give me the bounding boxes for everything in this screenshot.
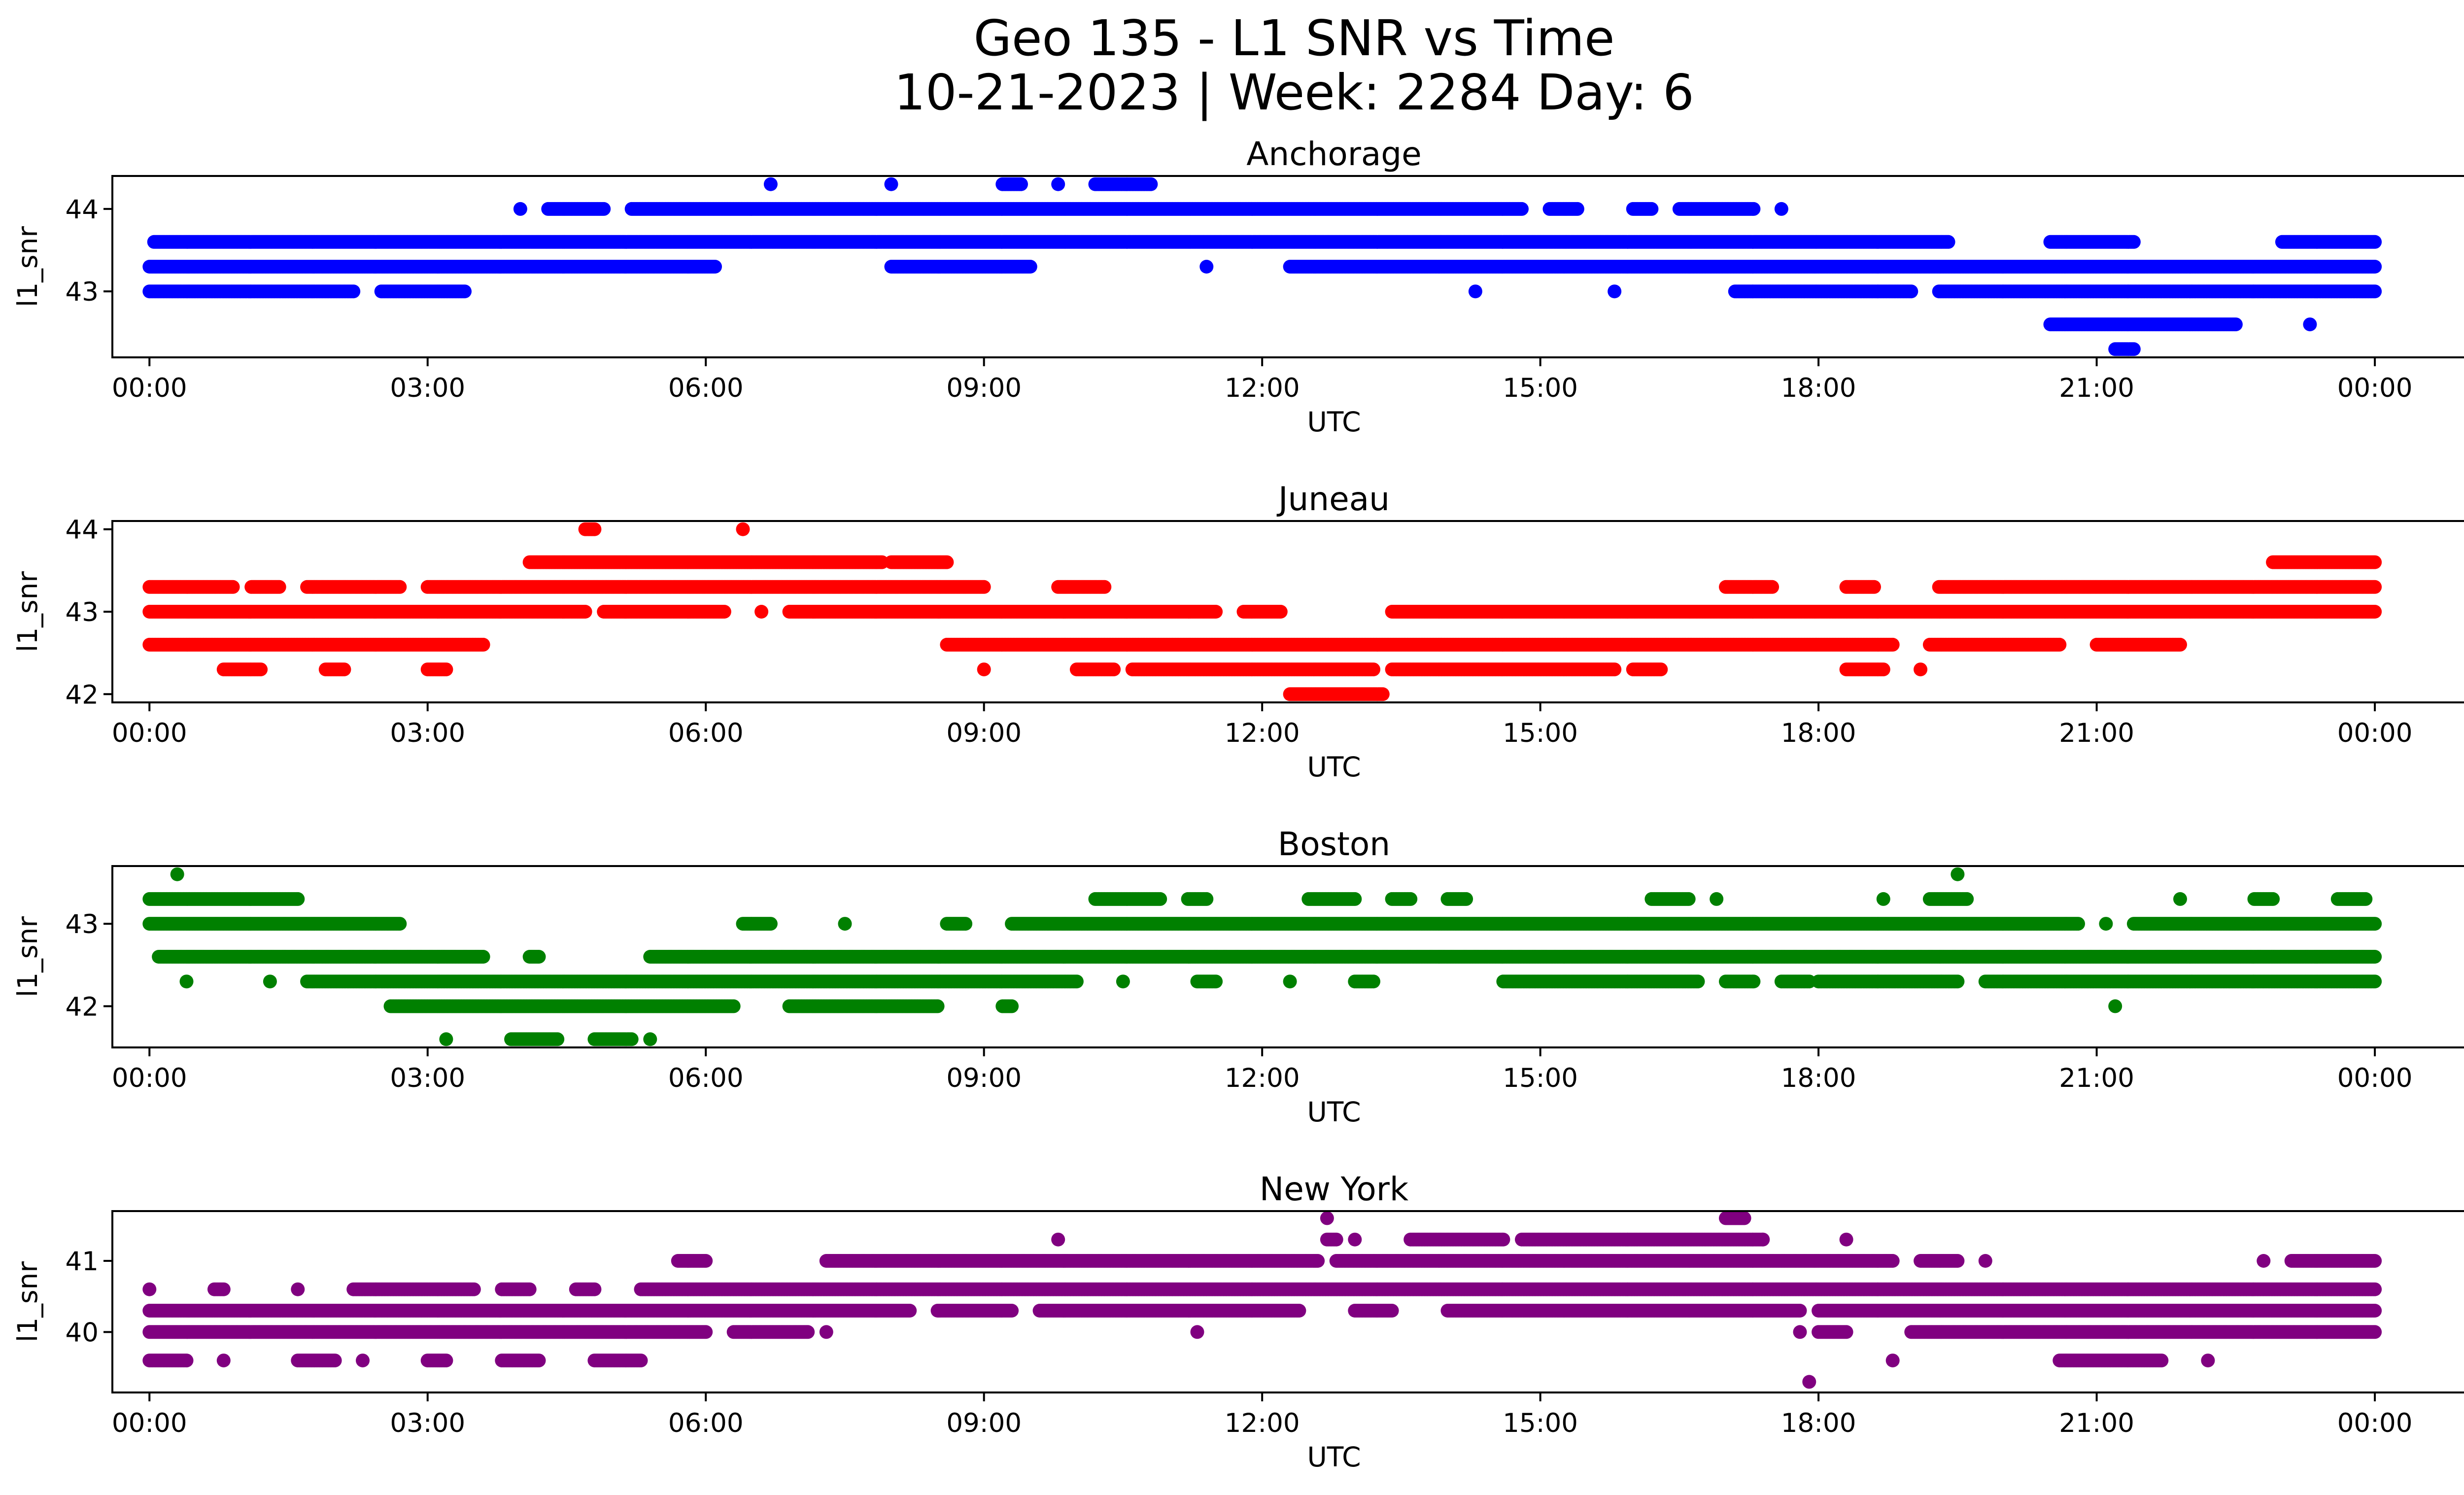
scatter-series xyxy=(142,522,2382,701)
y-tick-label: 44 xyxy=(66,195,99,225)
data-point xyxy=(1144,177,1158,191)
data-point xyxy=(1014,177,1028,191)
data-point xyxy=(1051,177,1065,191)
x-axis-label: UTC xyxy=(1307,406,1361,438)
figure-title-line2: 10-21-2023 | Week: 2284 Day: 6 xyxy=(894,64,1694,121)
data-point xyxy=(458,284,472,299)
data-point xyxy=(2126,342,2141,356)
data-point xyxy=(2368,284,2382,299)
x-tick-label: 18:00 xyxy=(1781,373,1856,403)
panel-title: Juneau xyxy=(1276,480,1390,518)
data-point xyxy=(708,260,722,274)
x-tick-label: 00:00 xyxy=(112,373,187,403)
y-axis-label: l1_snr xyxy=(12,226,43,307)
data-point xyxy=(1468,284,1482,299)
panel-title: Anchorage xyxy=(1246,135,1422,173)
figure-title-line1: Geo 135 - L1 SNR vs Time xyxy=(974,9,1615,67)
data-point xyxy=(1904,284,1918,299)
data-point xyxy=(1941,235,1955,249)
data-point xyxy=(1746,202,1761,216)
data-point xyxy=(1570,202,1584,216)
data-point xyxy=(2228,317,2243,332)
data-point xyxy=(2368,260,2382,274)
data-point xyxy=(2368,235,2382,249)
data-point xyxy=(513,202,527,216)
data-point xyxy=(763,177,778,191)
data-point xyxy=(1644,202,1659,216)
x-tick-label: 06:00 xyxy=(668,373,744,403)
data-point xyxy=(717,605,731,619)
data-point xyxy=(346,284,361,299)
panel-0: Anchorage 00:00 03:00 06:00 09:00 12:00 15:00 1… xyxy=(12,135,2464,438)
data-point xyxy=(1023,260,1037,274)
data-point xyxy=(1608,284,1622,299)
x-tick-label: 21:00 xyxy=(2059,373,2134,403)
data-point xyxy=(597,202,611,216)
x-tick-label: 12:00 xyxy=(1225,373,1300,403)
x-tick-label: 03:00 xyxy=(390,373,465,403)
y-tick-label: 43 xyxy=(66,277,99,307)
x-tick-label: 09:00 xyxy=(946,373,1022,403)
x-tick-label: 00:00 xyxy=(2337,373,2413,403)
x-tick-label: 15:00 xyxy=(1503,373,1578,403)
data-point xyxy=(1774,202,1788,216)
data-point xyxy=(2303,317,2317,332)
data-point xyxy=(1199,260,1214,274)
data-point xyxy=(1209,605,1223,619)
data-point xyxy=(1273,605,1288,619)
data-point xyxy=(2126,235,2141,249)
scatter-series xyxy=(142,177,2382,356)
data-point xyxy=(754,605,769,619)
data-point xyxy=(884,177,898,191)
data-point xyxy=(1515,202,1529,216)
data-point xyxy=(578,605,592,619)
